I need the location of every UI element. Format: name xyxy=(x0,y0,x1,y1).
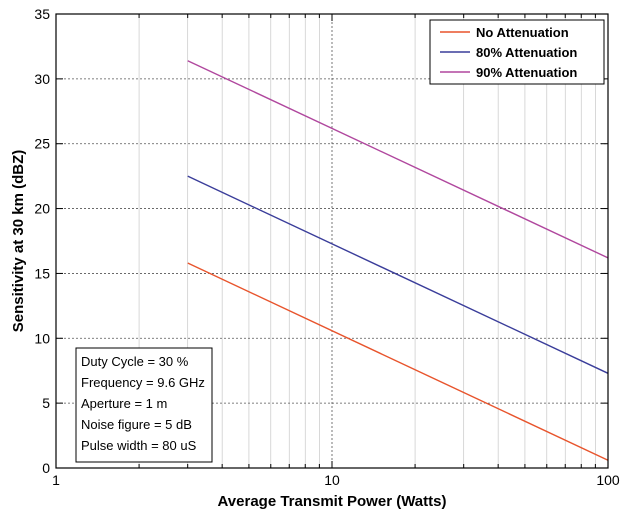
y-tick-label: 25 xyxy=(34,136,50,152)
annotation-aperture: Aperture = 1 m xyxy=(81,396,167,411)
annotation-noise-figure: Noise figure = 5 dB xyxy=(81,417,192,432)
y-tick-label: 5 xyxy=(42,395,50,411)
series-line-3 xyxy=(187,60,609,259)
grid-lines xyxy=(56,14,608,468)
series-lines xyxy=(187,60,609,461)
y-tick-label: 30 xyxy=(34,71,50,87)
y-axis-title: Sensitivity at 30 km (dBZ) xyxy=(10,150,27,333)
tick-labels: 0 5 10 15 20 25 30 35 1 10 100 xyxy=(34,6,619,488)
y-tick-label: 15 xyxy=(34,265,50,281)
legend-label-80-attenuation: 80% Attenuation xyxy=(476,45,577,60)
x-axis-title: Average Transmit Power (Watts) xyxy=(218,493,447,510)
annotation-frequency: Frequency = 9.6 GHz xyxy=(81,375,205,390)
annotation-duty-cycle: Duty Cycle = 30 % xyxy=(81,354,189,369)
annotation-pulse-width: Pulse width = 80 uS xyxy=(81,438,197,453)
legend: No Attenuation 80% Attenuation 90% Atten… xyxy=(429,19,605,85)
legend-label-90-attenuation: 90% Attenuation xyxy=(476,65,577,80)
y-tick-label: 20 xyxy=(34,201,50,217)
x-tick-label: 1 xyxy=(52,472,60,488)
x-tick-label: 100 xyxy=(596,472,620,488)
parameters-annotation: Duty Cycle = 30 % Frequency = 9.6 GHz Ap… xyxy=(75,347,213,463)
y-tick-label: 10 xyxy=(34,330,50,346)
y-tick-label: 0 xyxy=(42,460,50,476)
y-tick-label: 35 xyxy=(34,6,50,22)
x-tick-label: 10 xyxy=(324,472,340,488)
series-line-2 xyxy=(187,175,609,374)
annotation-box xyxy=(75,347,213,463)
series-line-1 xyxy=(187,262,609,461)
legend-label-no-attenuation: No Attenuation xyxy=(476,25,569,40)
